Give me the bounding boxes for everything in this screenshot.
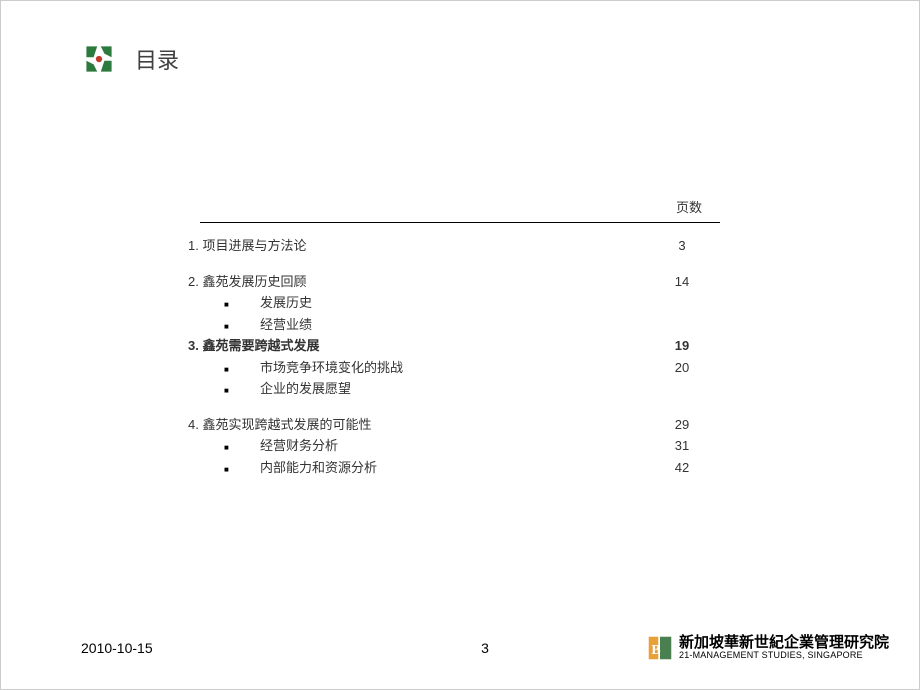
toc-sub-row: ■企业的发展愿望 xyxy=(200,378,720,400)
footer-org-text: 新加坡華新世紀企業管理研究院 21-MANAGEMENT STUDIES, SI… xyxy=(679,635,889,661)
toc-sub-row: ■内部能力和资源分析42 xyxy=(200,457,720,479)
header-area: 目录 xyxy=(81,41,839,77)
toc-page: 19 xyxy=(662,336,702,356)
toc-body: 1. 项目进展与方法论32. 鑫苑发展历史回顾14■发展历史■经营业绩3. 鑫苑… xyxy=(200,235,720,478)
page-title: 目录 xyxy=(135,43,179,75)
toc-sub-row: ■经营业绩 xyxy=(200,314,720,336)
toc-sub-row: ■经营财务分析31 xyxy=(200,435,720,457)
toc-sub-row: ■市场竞争环境变化的挑战20 xyxy=(200,357,720,379)
toc-page: 42 xyxy=(662,458,702,478)
org-name-en: 21-MANAGEMENT STUDIES, SINGAPORE xyxy=(679,651,889,661)
footer-page-number: 3 xyxy=(481,640,489,656)
footer-logo-icon: B xyxy=(647,635,673,661)
footer-org: B 新加坡華新世紀企業管理研究院 21-MANAGEMENT STUDIES, … xyxy=(647,635,889,661)
toc-label: 企业的发展愿望 xyxy=(260,379,662,399)
toc-section: 1. 项目进展与方法论3 xyxy=(200,235,720,257)
toc-main-row: 1. 项目进展与方法论3 xyxy=(200,235,720,257)
bullet-icon: ■ xyxy=(224,299,260,311)
toc-page: 14 xyxy=(662,272,702,292)
table-of-contents: 页数 1. 项目进展与方法论32. 鑫苑发展历史回顾14■发展历史■经营业绩3.… xyxy=(200,197,720,478)
toc-label: 3. 鑫苑需要跨越式发展 xyxy=(188,336,662,356)
toc-label: 1. 项目进展与方法论 xyxy=(188,236,662,256)
toc-page-header: 页数 xyxy=(676,197,702,216)
svg-text:B: B xyxy=(651,642,660,657)
toc-page: 20 xyxy=(662,358,702,378)
toc-page: 3 xyxy=(662,236,702,256)
toc-label: 经营业绩 xyxy=(260,315,662,335)
toc-divider xyxy=(200,222,720,223)
toc-label: 4. 鑫苑实现跨越式发展的可能性 xyxy=(188,415,662,435)
toc-header-row: 页数 xyxy=(200,197,720,222)
footer: 2010-10-15 3 B 新加坡華新世紀企業管理研究院 21-MANAGEM… xyxy=(81,635,889,661)
toc-main-row: 2. 鑫苑发展历史回顾14 xyxy=(200,271,720,293)
toc-label: 发展历史 xyxy=(260,293,662,313)
toc-label: 市场竞争环境变化的挑战 xyxy=(260,358,662,378)
toc-page: 31 xyxy=(662,436,702,456)
bullet-icon: ■ xyxy=(224,321,260,333)
bullet-icon: ■ xyxy=(224,385,260,397)
slide: 目录 页数 1. 项目进展与方法论32. 鑫苑发展历史回顾14■发展历史■经营业… xyxy=(1,1,919,689)
bullet-icon: ■ xyxy=(224,364,260,376)
toc-label: 内部能力和资源分析 xyxy=(260,458,662,478)
toc-sub-row: ■发展历史 xyxy=(200,292,720,314)
toc-section: 2. 鑫苑发展历史回顾14■发展历史■经营业绩 xyxy=(200,271,720,336)
toc-section: 3. 鑫苑需要跨越式发展19■市场竞争环境变化的挑战20■企业的发展愿望 xyxy=(200,335,720,400)
bullet-icon: ■ xyxy=(224,442,260,454)
toc-label: 经营财务分析 xyxy=(260,436,662,456)
org-name-cn: 新加坡華新世紀企業管理研究院 xyxy=(679,635,889,652)
toc-label: 2. 鑫苑发展历史回顾 xyxy=(188,272,662,292)
company-logo-icon xyxy=(81,41,117,77)
footer-date: 2010-10-15 xyxy=(81,640,153,656)
toc-main-row: 3. 鑫苑需要跨越式发展19 xyxy=(200,335,720,357)
toc-main-row: 4. 鑫苑实现跨越式发展的可能性29 xyxy=(200,414,720,436)
spacer xyxy=(218,197,676,216)
toc-page: 29 xyxy=(662,415,702,435)
bullet-icon: ■ xyxy=(224,464,260,476)
toc-section: 4. 鑫苑实现跨越式发展的可能性29■经营财务分析31■内部能力和资源分析42 xyxy=(200,414,720,479)
